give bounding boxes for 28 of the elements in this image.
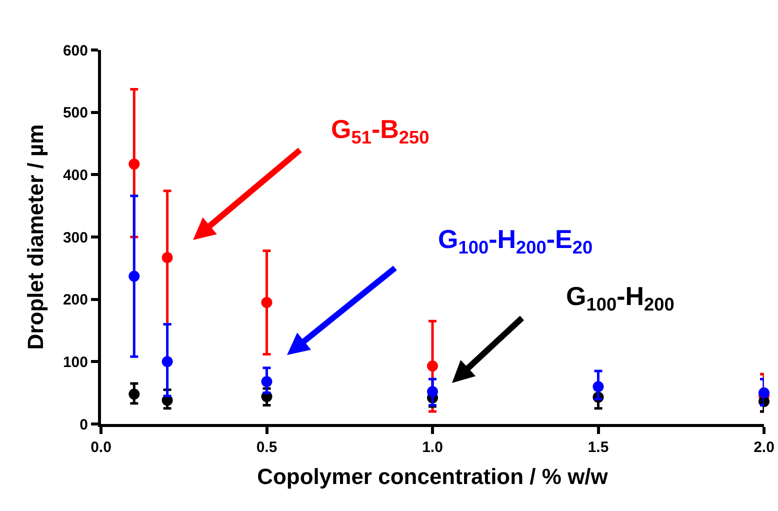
point xyxy=(427,360,438,372)
y-tick-label: 500 xyxy=(62,104,88,122)
x-tick-label: 2.0 xyxy=(754,439,774,456)
x-tick-label: 1.5 xyxy=(588,439,609,456)
point xyxy=(128,388,140,400)
y-tick-label: 0 xyxy=(80,416,88,434)
annotation: G$_{51}$-B$_{250}$ xyxy=(331,114,430,148)
annotation: G$_{100}$-H$_{200}$-E$_{20}$ xyxy=(438,224,593,258)
point xyxy=(758,387,770,398)
y-tick-label: 100 xyxy=(62,354,88,371)
point xyxy=(128,158,140,170)
point xyxy=(162,252,173,264)
point xyxy=(592,381,604,392)
y-axis-title: Droplet diameter / µm xyxy=(22,124,48,350)
point xyxy=(261,296,272,308)
y-tick-label: 400 xyxy=(62,166,88,184)
y-tick-label: 600 xyxy=(62,42,88,60)
x-tick-label: 1.0 xyxy=(422,439,443,456)
y-tick-label: 300 xyxy=(62,229,88,246)
y-tick-label: 200 xyxy=(62,292,88,309)
point xyxy=(427,386,438,398)
point xyxy=(162,356,173,368)
x-tick-label: 0.5 xyxy=(256,439,278,456)
annotation: G$_{100}$-H$_{200}$ xyxy=(566,281,674,314)
point xyxy=(261,376,272,388)
point xyxy=(128,270,140,282)
x-tick-label: 0.0 xyxy=(90,439,112,456)
x-axis-title: Copolymer concentration / % w/w xyxy=(257,464,609,489)
